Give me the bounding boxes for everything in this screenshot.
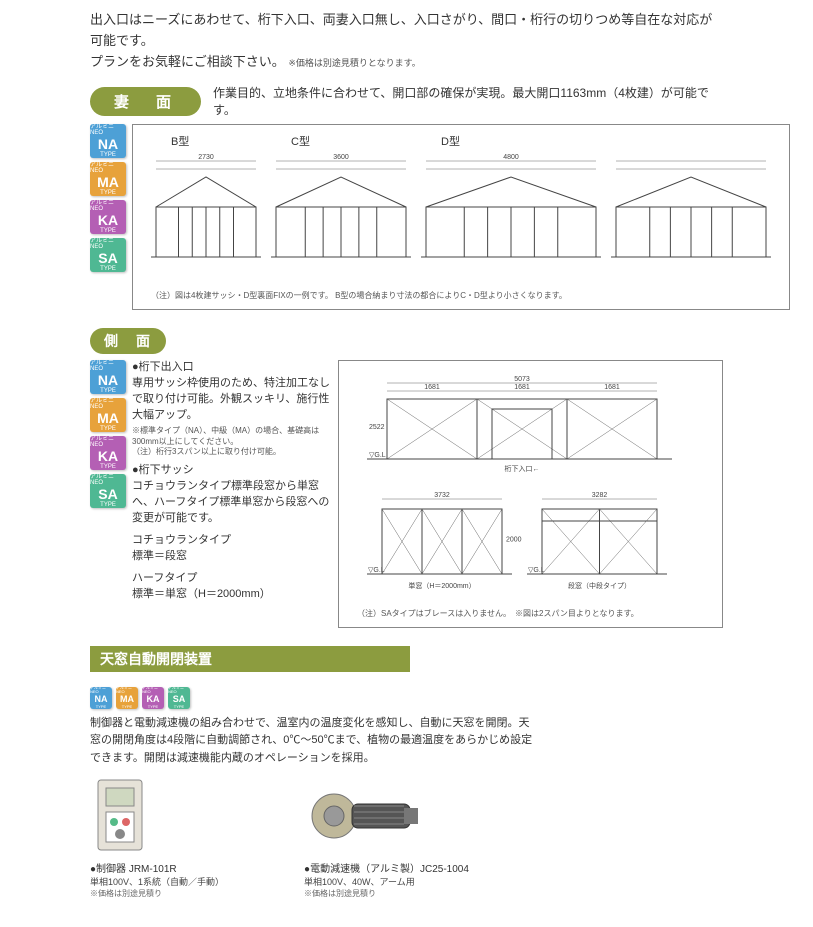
house-D2	[611, 153, 771, 281]
sokumen-block: ●桁下サッシコチョウランタイプ標準段窓から単窓へ、ハーフタイプ標準単窓から段窓へ…	[132, 463, 332, 527]
svg-text:2730: 2730	[198, 154, 214, 161]
product-name: ●電動減速機（アルミ製）JC25-1004	[304, 860, 469, 875]
tsuma-diagram-box: B型 2730 C型 3600 D型 4800 （注）図は4枚建サッシ・D型裏面FIXの一…	[132, 124, 790, 310]
svg-text:4800: 4800	[503, 154, 519, 161]
svg-text:3600: 3600	[333, 154, 349, 161]
svg-text:1681: 1681	[514, 384, 530, 391]
type-badge-na: アルミニNEONATYPE	[90, 360, 126, 394]
svg-text:▽G.L: ▽G.L	[368, 567, 385, 574]
type-badge-ka: アルミニNEOKATYPE	[142, 687, 164, 709]
product-note: ※価格は別途見積り	[304, 888, 469, 899]
svg-text:1681: 1681	[604, 384, 620, 391]
motor-icon	[304, 776, 424, 856]
sokumen-block: ハーフタイプ標準＝単窓（H＝2000mm）	[132, 571, 332, 603]
house-D型: 4800	[421, 153, 601, 281]
svg-text:3732: 3732	[434, 492, 450, 499]
svg-text:3282: 3282	[592, 492, 608, 499]
controller-icon	[90, 776, 150, 856]
type-badge-sa: アルミニNEOSATYPE	[90, 474, 126, 508]
product-spec: 単相100V、40W、アーム用	[304, 875, 469, 888]
type-badge-na: アルミニNEONATYPE	[90, 124, 126, 158]
sokumen-header-pill: 側 面	[90, 328, 166, 354]
type-badge-sa: アルミニNEOSATYPE	[168, 687, 190, 709]
product-1: ●電動減速機（アルミ製）JC25-1004単相100V、40W、アーム用※価格は…	[304, 776, 469, 899]
svg-text:▽G.L: ▽G.L	[528, 567, 545, 574]
sokumen-block: ●桁下出入口専用サッシ枠使用のため、特注加工なしで取り付け可能。外観スッキリ、施…	[132, 360, 332, 457]
product-name: ●制御器 JRM-101R	[90, 860, 224, 875]
product-0: ●制御器 JRM-101R単相100V、1系統（自動／手動）※価格は別途見積り	[90, 776, 224, 899]
house-label: B型	[151, 133, 261, 149]
intro-block: 出入口はニーズにあわせて、桁下入口、両妻入口無し、入口さがり、間口・桁行の切りつ…	[90, 10, 723, 72]
product-spec: 単相100V、1系統（自動／手動）	[90, 875, 224, 888]
tenso-section: 天窓自動開閉装置 アルミニNEONATYPEアルミニNEOMATYPEアルミニN…	[90, 646, 723, 898]
type-badge-ka: アルミニNEOKATYPE	[90, 436, 126, 470]
house-B型: 2730	[151, 153, 261, 281]
intro-line2: プランをお気軽にご相談下さい。	[90, 54, 285, 69]
svg-text:段窓（中段タイプ）: 段窓（中段タイプ）	[568, 581, 631, 590]
house-label: C型	[271, 133, 411, 149]
tsuma-sub: 作業目的、立地条件に合わせて、開口部の確保が実現。最大開口1163mm（4枚建）…	[213, 84, 723, 118]
sokumen-note: （注）SAタイプはブレースは入りません。 ※図は2スパン目よりとなります。	[357, 608, 704, 619]
svg-text:5073: 5073	[514, 376, 530, 383]
sokumen-diagram: 5073168116811681▽G.L2522桁下入口←3732▽G.L200…	[357, 369, 677, 599]
intro-line1: 出入口はニーズにあわせて、桁下入口、両妻入口無し、入口さがり、間口・桁行の切りつ…	[90, 12, 712, 48]
tsuma-header-pill: 妻 面	[90, 87, 201, 116]
type-badge-ma: アルミニNEOMATYPE	[90, 162, 126, 196]
svg-text:▽G.L: ▽G.L	[369, 452, 386, 459]
tsuma-note: （注）図は4枚建サッシ・D型裏面FIXの一例です。 B型の場合納まり寸法の都合に…	[151, 290, 771, 301]
tenso-desc: 制御器と電動減速機の組み合わせで、温室内の温度変化を感知し、自動に天窓を開閉。天…	[90, 715, 540, 768]
sokumen-section: 側 面 アルミニNEONATYPE アルミニNEOMATYPE アルミニNEOKAT…	[90, 328, 723, 628]
house-label: D型	[421, 133, 601, 149]
sokumen-diagram-box: 5073168116811681▽G.L2522桁下入口←3732▽G.L200…	[338, 360, 723, 628]
svg-text:2000: 2000	[506, 537, 522, 544]
tenso-types-row: アルミニNEONATYPEアルミニNEOMATYPEアルミニNEOKATYPEア…	[90, 678, 723, 709]
svg-text:単窓（H＝2000mm）: 単窓（H＝2000mm）	[408, 581, 475, 590]
intro-note: ※価格は別途見積りとなります。	[288, 58, 420, 68]
type-badge-ka: アルミニNEOKATYPE	[90, 200, 126, 234]
house-C型: 3600	[271, 153, 411, 281]
tsuma-section: 妻 面 作業目的、立地条件に合わせて、開口部の確保が実現。最大開口1163mm（…	[90, 84, 723, 310]
svg-text:桁下入口←: 桁下入口←	[505, 464, 540, 473]
type-badge-ma: アルミニNEOMATYPE	[116, 687, 138, 709]
product-note: ※価格は別途見積り	[90, 888, 224, 899]
svg-text:1681: 1681	[424, 384, 440, 391]
sokumen-block: コチョウランタイプ標準＝段窓	[132, 533, 332, 565]
type-badge-sa: アルミニNEOSATYPE	[90, 238, 126, 272]
type-badge-ma: アルミニNEOMATYPE	[90, 398, 126, 432]
type-badge-na: アルミニNEONATYPE	[90, 687, 112, 709]
sokumen-text: ●桁下出入口専用サッシ枠使用のため、特注加工なしで取り付け可能。外観スッキリ、施…	[132, 360, 332, 628]
svg-text:2522: 2522	[369, 424, 385, 431]
tenso-header: 天窓自動開閉装置	[90, 646, 410, 672]
